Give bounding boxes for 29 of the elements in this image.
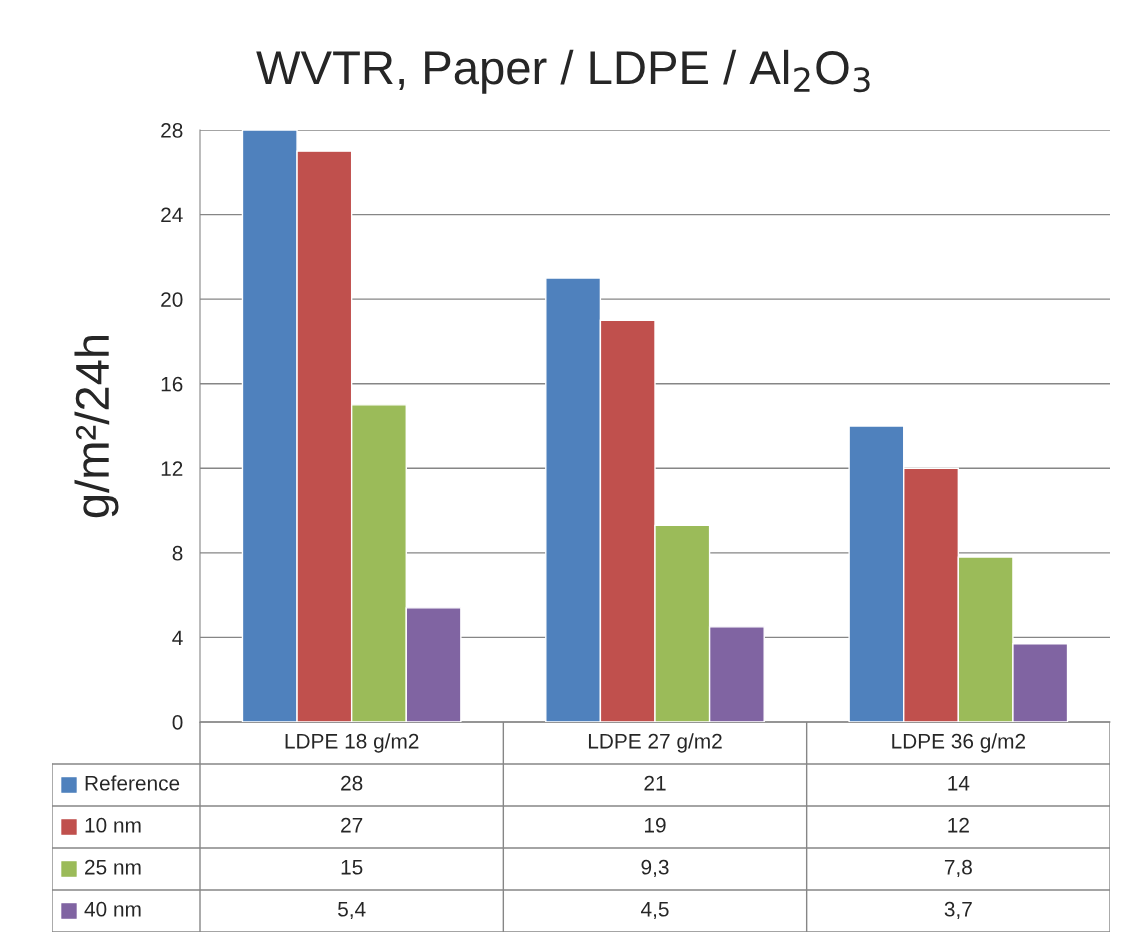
y-tick-label: 20 — [161, 292, 183, 307]
data-label: 7,8 — [944, 859, 972, 878]
y-tick-label: 24 — [161, 207, 183, 223]
data-label: 15 — [341, 860, 363, 875]
y-tick-label: 8 — [172, 545, 183, 561]
y-tick-label: 12 — [161, 461, 183, 476]
data-label: 28 — [341, 775, 363, 791]
data-label: 4,5 — [641, 902, 669, 920]
data-label: 5,4 — [338, 902, 366, 920]
y-tick-label: 16 — [161, 376, 183, 392]
legend-label: 10 nm — [85, 817, 141, 833]
y-tick-label: 28 — [161, 123, 183, 138]
data-label: 19 — [645, 817, 666, 833]
legend-label: Reference — [85, 775, 180, 791]
data-label: 21 — [644, 775, 666, 791]
x-tick-label: LDPE 36 g/m2 — [892, 733, 1026, 753]
data-label: 14 — [948, 776, 970, 791]
x-tick-label: LDPE 18 g/m2 — [285, 733, 419, 753]
y-tick-label: 4 — [172, 630, 183, 645]
y-axis-title: g/m²/24h — [74, 335, 119, 518]
y-tick-label: 0 — [172, 715, 183, 730]
chart-title: WVTR, Paper / LDPE / Al$_{2}$O$_{3}$ — [256, 49, 870, 94]
legend-label: 40 nm — [84, 901, 141, 917]
x-tick-label: LDPE 27 g/m2 — [588, 733, 722, 753]
data-label: 3,7 — [944, 901, 972, 920]
data-label: 27 — [341, 817, 363, 833]
legend-label: 25 nm — [85, 859, 141, 875]
data-label: 9,3 — [641, 859, 669, 878]
data-label: 12 — [948, 817, 969, 833]
